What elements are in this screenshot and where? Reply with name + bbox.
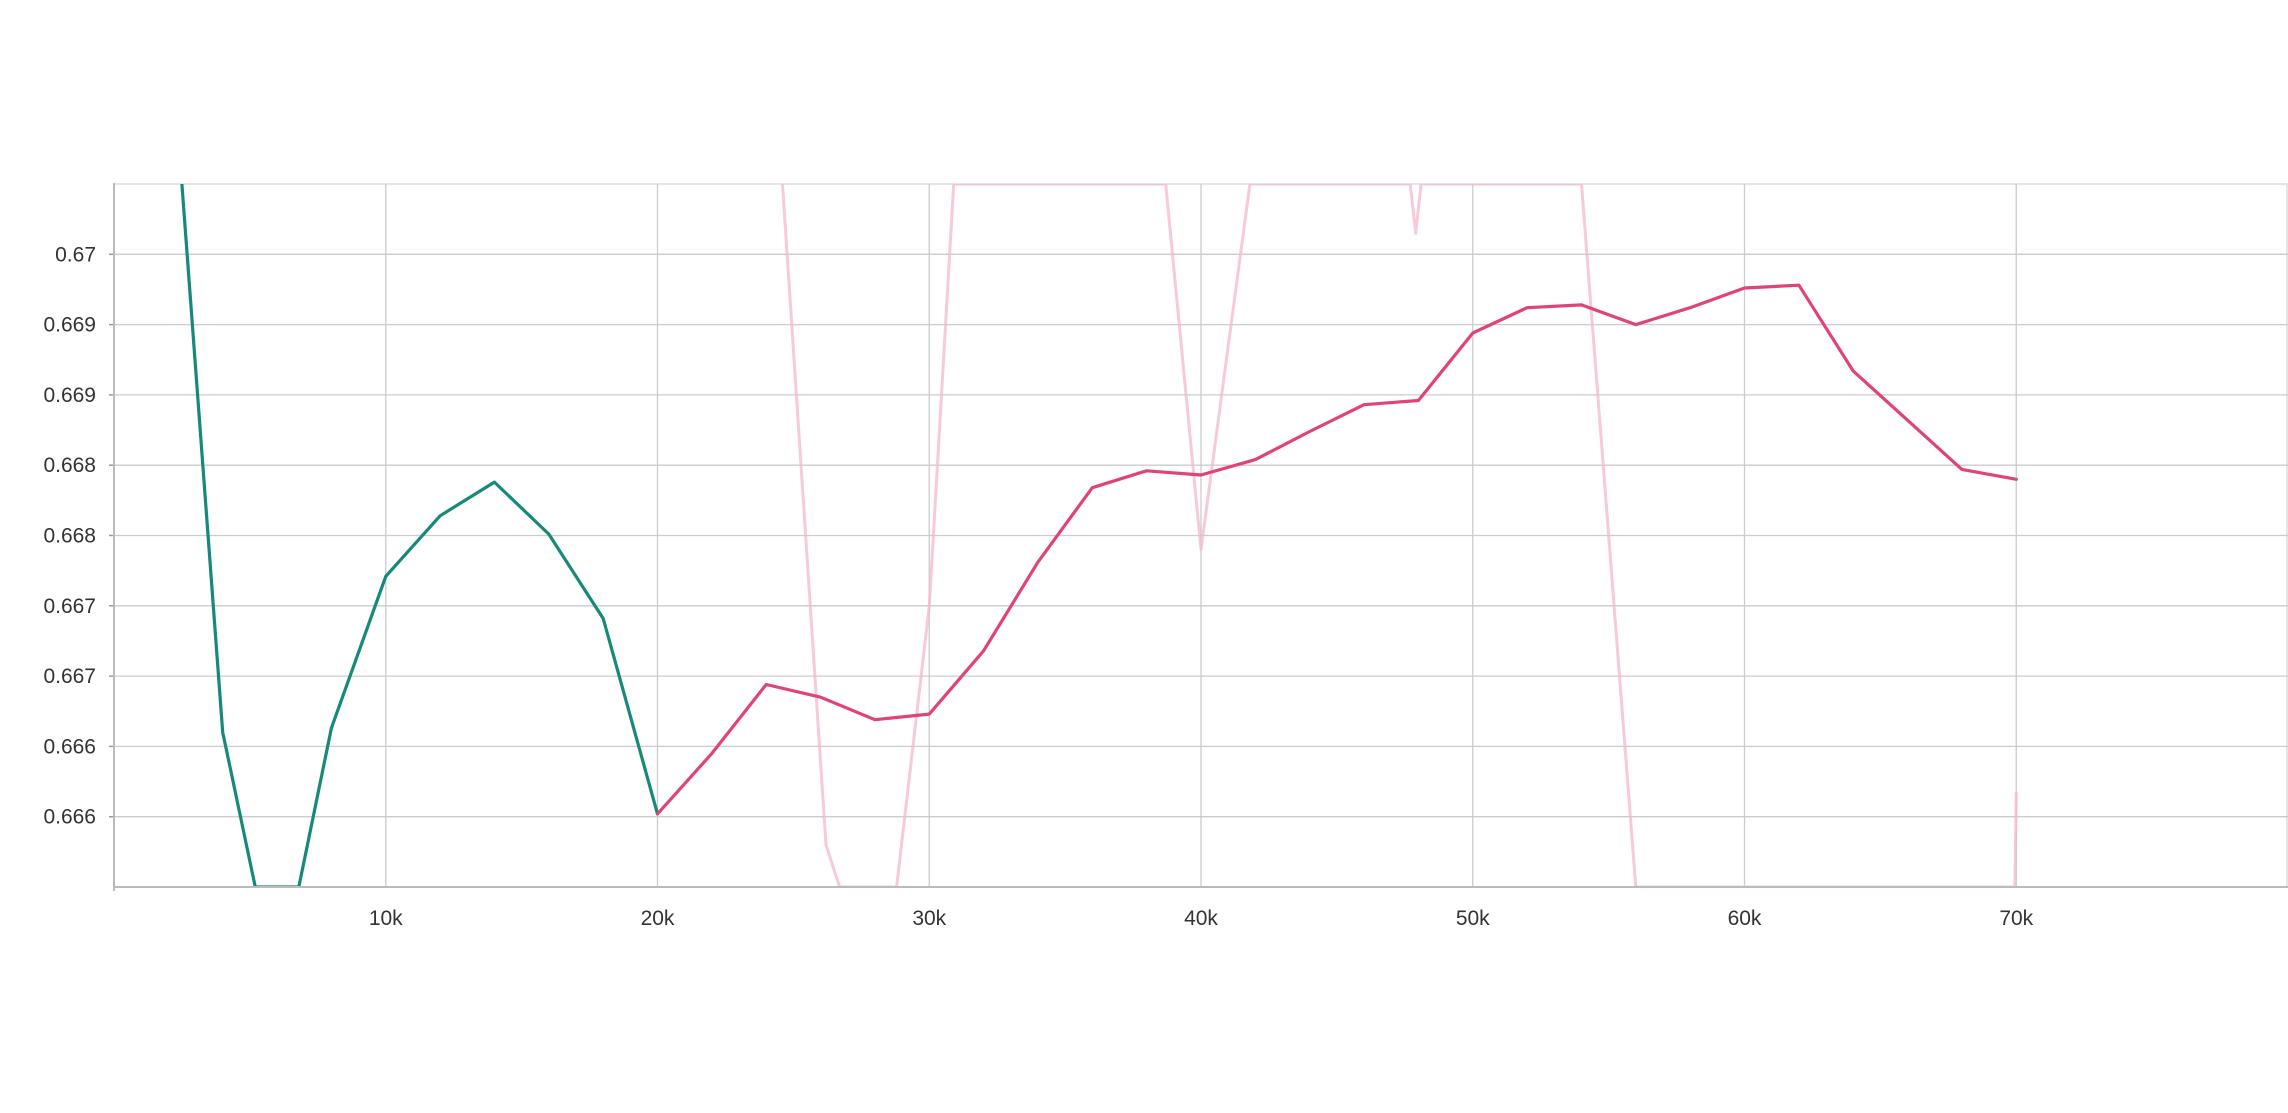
x-tick-label: 70k bbox=[1999, 907, 2033, 930]
y-tick-label: 0.666 bbox=[43, 735, 96, 758]
x-tick-label: 60k bbox=[1728, 907, 1762, 930]
series-lines bbox=[180, 184, 2018, 887]
series-line-0 bbox=[180, 184, 660, 887]
x-tick-label: 20k bbox=[641, 907, 675, 930]
axes bbox=[109, 183, 2288, 891]
y-tick-label: 0.669 bbox=[43, 314, 96, 337]
y-tick-label: 0.667 bbox=[43, 595, 96, 618]
y-tick-label: 0.667 bbox=[43, 665, 96, 688]
x-tick-label: 50k bbox=[1456, 907, 1490, 930]
y-tick-label: 0.666 bbox=[43, 806, 96, 829]
y-tick-label: 0.668 bbox=[43, 525, 96, 548]
x-tick-label: 30k bbox=[912, 907, 946, 930]
y-tick-label: 0.67 bbox=[55, 243, 96, 266]
tick-labels: 0.666 0.666 0.667 0.667 0.668 0.668 0.669 0.669… bbox=[43, 243, 2033, 930]
x-tick-label: 10k bbox=[369, 907, 403, 930]
y-tick-label: 0.668 bbox=[43, 454, 96, 477]
series-line-1 bbox=[655, 283, 2018, 816]
series-line-2 bbox=[781, 184, 2018, 887]
y-tick-label: 0.669 bbox=[43, 384, 96, 407]
x-tick-label: 40k bbox=[1184, 907, 1218, 930]
